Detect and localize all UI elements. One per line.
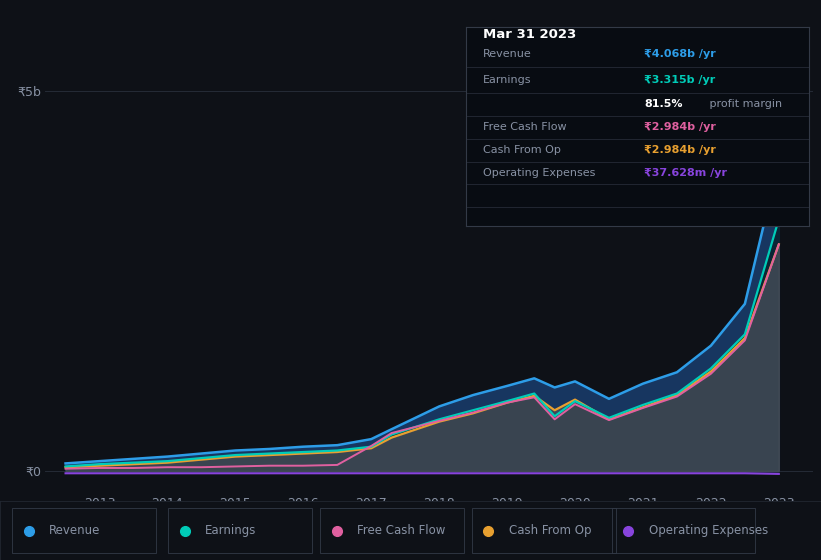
Text: profit margin: profit margin <box>706 100 782 109</box>
Text: ₹2.984b /yr: ₹2.984b /yr <box>644 145 716 155</box>
Text: ₹3.315b /yr: ₹3.315b /yr <box>644 75 715 85</box>
Text: Operating Expenses: Operating Expenses <box>483 168 595 178</box>
Text: Operating Expenses: Operating Expenses <box>649 524 768 537</box>
Text: Cash From Op: Cash From Op <box>483 145 561 155</box>
Text: Earnings: Earnings <box>205 524 257 537</box>
Text: Revenue: Revenue <box>49 524 101 537</box>
Text: ₹4.068b /yr: ₹4.068b /yr <box>644 49 716 59</box>
Text: Revenue: Revenue <box>483 49 531 59</box>
Text: Free Cash Flow: Free Cash Flow <box>357 524 446 537</box>
Text: Free Cash Flow: Free Cash Flow <box>483 122 566 132</box>
Text: Cash From Op: Cash From Op <box>509 524 591 537</box>
Text: Earnings: Earnings <box>483 75 531 85</box>
Text: ₹37.628m /yr: ₹37.628m /yr <box>644 168 727 178</box>
Text: Mar 31 2023: Mar 31 2023 <box>483 28 576 41</box>
Text: ₹2.984b /yr: ₹2.984b /yr <box>644 122 716 132</box>
Text: 81.5%: 81.5% <box>644 100 682 109</box>
